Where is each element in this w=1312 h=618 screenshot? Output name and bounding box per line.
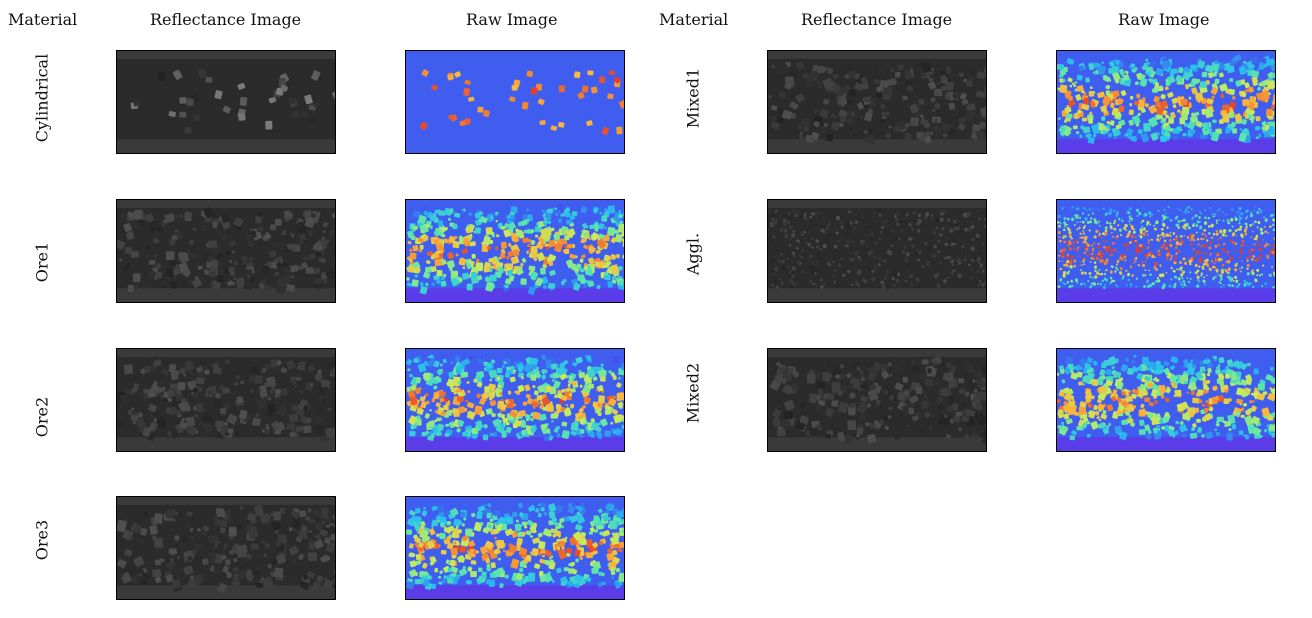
reflectance-image-aggl (767, 199, 987, 303)
raw-image-ore3 (405, 496, 625, 600)
row-label-ore1: Ore1 (32, 241, 52, 283)
header-material-left: Material (8, 10, 78, 29)
raw-image-mixed1 (1056, 50, 1276, 154)
row-label-ore3: Ore3 (32, 519, 52, 561)
reflectance-image-cylindrical (116, 50, 336, 154)
reflectance-image-mixed2 (767, 348, 987, 452)
raw-image-mixed2 (1056, 348, 1276, 452)
raw-image-aggl (1056, 199, 1276, 303)
raw-image-ore1 (405, 199, 625, 303)
raw-image-cylindrical (405, 50, 625, 154)
raw-image-ore2 (405, 348, 625, 452)
reflectance-image-ore1 (116, 199, 336, 303)
header-raw-right: Raw Image (1118, 10, 1210, 29)
row-label-mixed2: Mixed2 (683, 362, 703, 424)
row-label-cylindrical: Cylindrical (32, 53, 52, 143)
reflectance-image-ore2 (116, 348, 336, 452)
header-material-right: Material (659, 10, 729, 29)
row-label-aggl: Aggl. (683, 232, 703, 276)
header-raw-left: Raw Image (466, 10, 558, 29)
reflectance-image-ore3 (116, 496, 336, 600)
row-label-ore2: Ore2 (32, 396, 52, 438)
header-reflectance-left: Reflectance Image (150, 10, 302, 29)
reflectance-image-mixed1 (767, 50, 987, 154)
row-label-mixed1: Mixed1 (683, 67, 703, 129)
header-reflectance-right: Reflectance Image (801, 10, 953, 29)
